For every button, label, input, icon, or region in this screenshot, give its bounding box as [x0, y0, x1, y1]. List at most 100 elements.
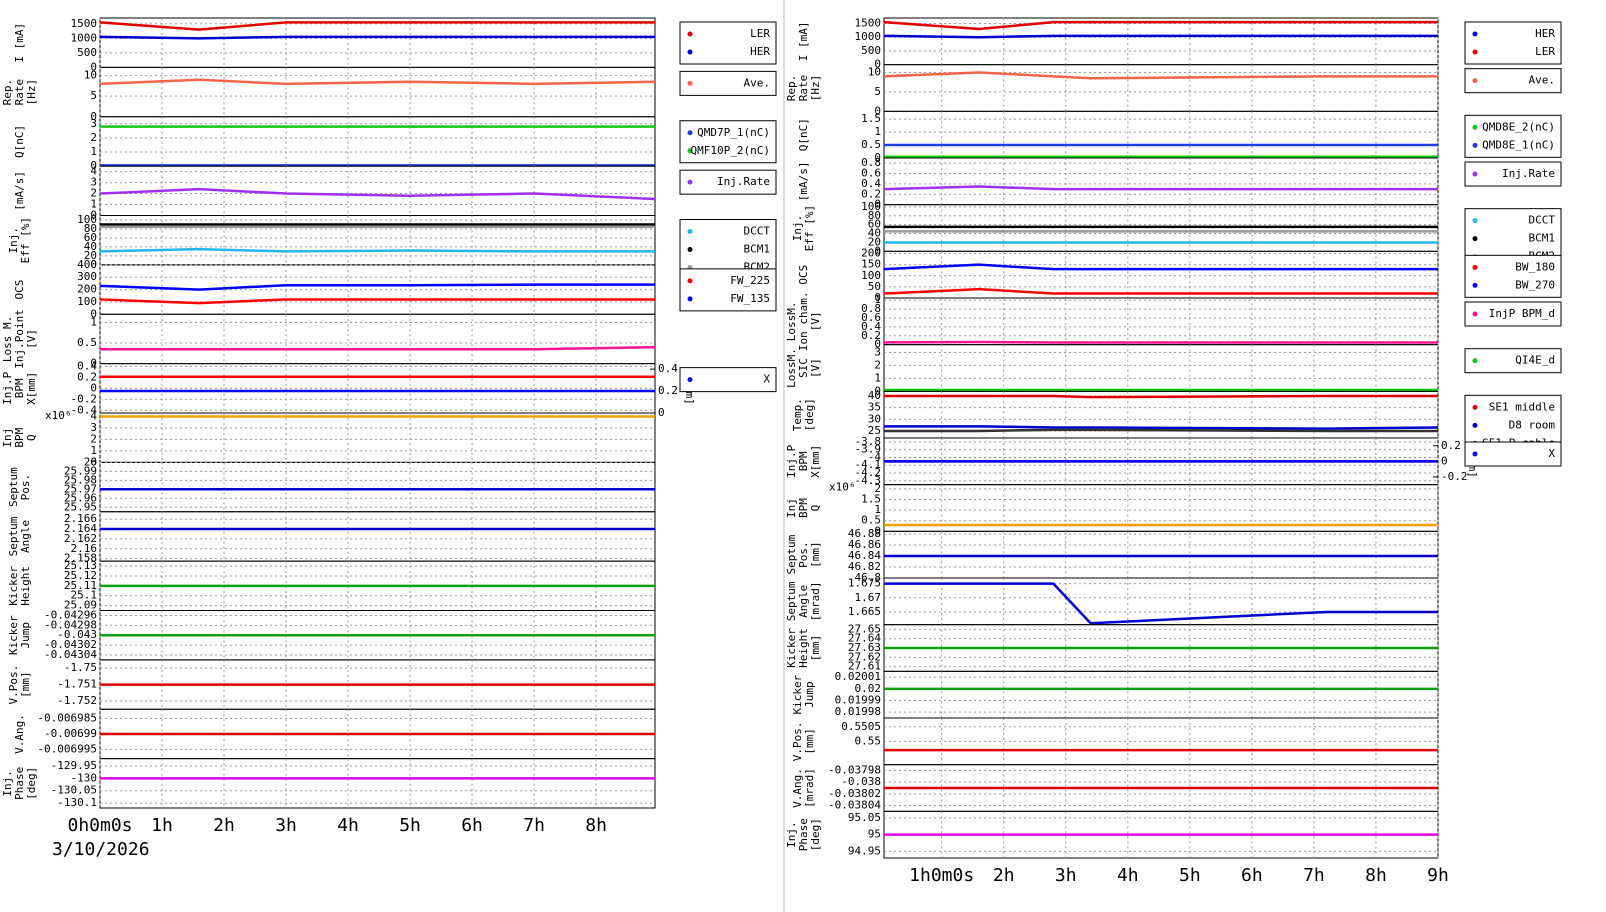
y-axis-label: [mrad]	[809, 581, 822, 621]
y-tick-label: 300	[77, 270, 97, 283]
y-axis-label: Septum	[785, 534, 798, 574]
y-tick-label: 94.95	[848, 844, 881, 857]
y-tick-label: -4.2	[855, 466, 882, 479]
y-axis-label: Inj	[785, 498, 798, 518]
legend-box	[1464, 21, 1562, 65]
legend-swatch	[1472, 78, 1478, 84]
y-tick-label: 0	[90, 159, 97, 172]
x-tick-label: 9h	[1427, 865, 1449, 886]
y-tick-label: 1000	[855, 30, 882, 43]
legend-label: QMD8E_1(nC)	[1482, 138, 1555, 151]
y-tick-label: 100	[861, 200, 881, 213]
scale-label: x10⁶	[45, 409, 72, 422]
legend-box	[679, 21, 777, 65]
y-axis-label: Kicker	[7, 566, 20, 606]
y-tick-label: 20	[868, 235, 881, 248]
x-tick-label: 7h	[1303, 865, 1325, 886]
y-axis-label: [V]	[809, 358, 822, 378]
y-tick-label: 2	[90, 131, 97, 144]
y-tick-label: -0.038	[841, 775, 881, 788]
legend-swatch	[687, 49, 693, 55]
y-tick-label: 0.55	[855, 734, 882, 747]
legend-swatch	[687, 377, 693, 383]
y-tick-label: 25.11	[64, 579, 97, 592]
y-tick-label: 0	[90, 209, 97, 222]
y-axis-label: Kicker	[791, 674, 804, 714]
x-tick-label: 5h	[1179, 865, 1201, 886]
legend-box	[1464, 301, 1562, 327]
series-line	[883, 71, 1438, 80]
y-tick-label: 0	[874, 198, 881, 211]
legend-swatch	[1472, 142, 1478, 148]
y-tick-label: 0	[90, 357, 97, 370]
x-tick-label: 6h	[461, 815, 483, 836]
legend-box	[679, 367, 777, 393]
x-tick-label: 3h	[275, 815, 297, 836]
y-tick-label: 46.8	[855, 571, 882, 584]
y-axis-label: I [mA]	[13, 23, 26, 63]
y-axis-label: Inj	[1, 428, 14, 448]
y2-tick-label: -0.2	[1441, 470, 1468, 483]
series-line	[883, 263, 1438, 271]
y-tick-label: 1500	[855, 16, 882, 29]
x-tick-label: 7h	[523, 815, 545, 836]
legend-box	[1464, 254, 1562, 298]
legend-label: LER	[1535, 45, 1555, 58]
y-tick-label: 0.2	[861, 329, 881, 342]
y-axis-label: Height	[19, 566, 32, 606]
y-axis-label: [V]	[25, 329, 38, 349]
y-tick-label: 0.5505	[841, 720, 881, 733]
scale-label: x10⁶	[829, 481, 856, 494]
y-axis-label: Q[nC]	[13, 125, 26, 158]
legend-swatch	[687, 229, 693, 234]
y-tick-label: -3.8	[855, 435, 882, 448]
y2-tick-label: 0.2	[1441, 439, 1461, 452]
y-tick-label: 2	[90, 187, 97, 200]
legend-label: FW_225	[730, 274, 770, 287]
y-tick-label: 0	[90, 381, 97, 394]
legend-swatch	[687, 148, 693, 154]
y-tick-label: -4.3	[855, 474, 882, 487]
y-tick-label: -0.03798	[828, 764, 881, 777]
y-tick-label: 25.13	[64, 559, 97, 572]
y-tick-label: 25	[868, 424, 881, 437]
legend-swatch	[1472, 124, 1478, 130]
y-axis-label: [Hz]	[25, 79, 38, 106]
series-line	[884, 582, 1438, 625]
legend-box	[1464, 348, 1562, 374]
y-tick-label: 0.5	[861, 138, 881, 151]
y-tick-label: 0	[874, 524, 881, 537]
y2-tick-label: 0	[1441, 454, 1448, 467]
series-line	[99, 78, 656, 86]
y-tick-label: -4.1	[855, 458, 882, 471]
series-line	[884, 425, 1439, 430]
y-tick-label: 50	[868, 280, 881, 293]
y-axis-label: [mm]	[809, 635, 822, 662]
legend-label: HER	[750, 45, 770, 58]
y-axis-label: LossM.	[785, 348, 798, 388]
y-tick-label: 40	[84, 240, 97, 253]
y-tick-label: 46.84	[848, 549, 881, 562]
legend-swatch	[1472, 236, 1478, 242]
y-axis-label: Septum	[785, 581, 798, 621]
series-line	[883, 34, 1438, 39]
y-tick-label: -0.04296	[44, 608, 97, 621]
legend-swatch	[687, 296, 693, 302]
y-axis-label: [mm]	[19, 671, 32, 698]
y-tick-label: 40	[868, 389, 881, 402]
y-tick-label: 0.01999	[835, 694, 881, 707]
y2-tick-label: 0	[658, 406, 665, 419]
legend-swatch	[1472, 218, 1478, 224]
y-tick-label: -0.00699	[44, 727, 97, 740]
x-tick-label: 6h	[1241, 865, 1263, 886]
y-tick-label: -0.2	[71, 392, 98, 405]
legend-swatch	[1472, 264, 1478, 270]
y-axis-label: Q	[809, 505, 822, 512]
y-axis-label: Phase	[13, 767, 26, 800]
y-tick-label: -129.95	[51, 759, 97, 772]
y-tick-label: 100	[77, 295, 97, 308]
y-tick-label: 25.98	[64, 473, 97, 486]
y-axis-label: BPM	[797, 498, 810, 518]
y-axis-label: Kicker	[785, 628, 798, 668]
